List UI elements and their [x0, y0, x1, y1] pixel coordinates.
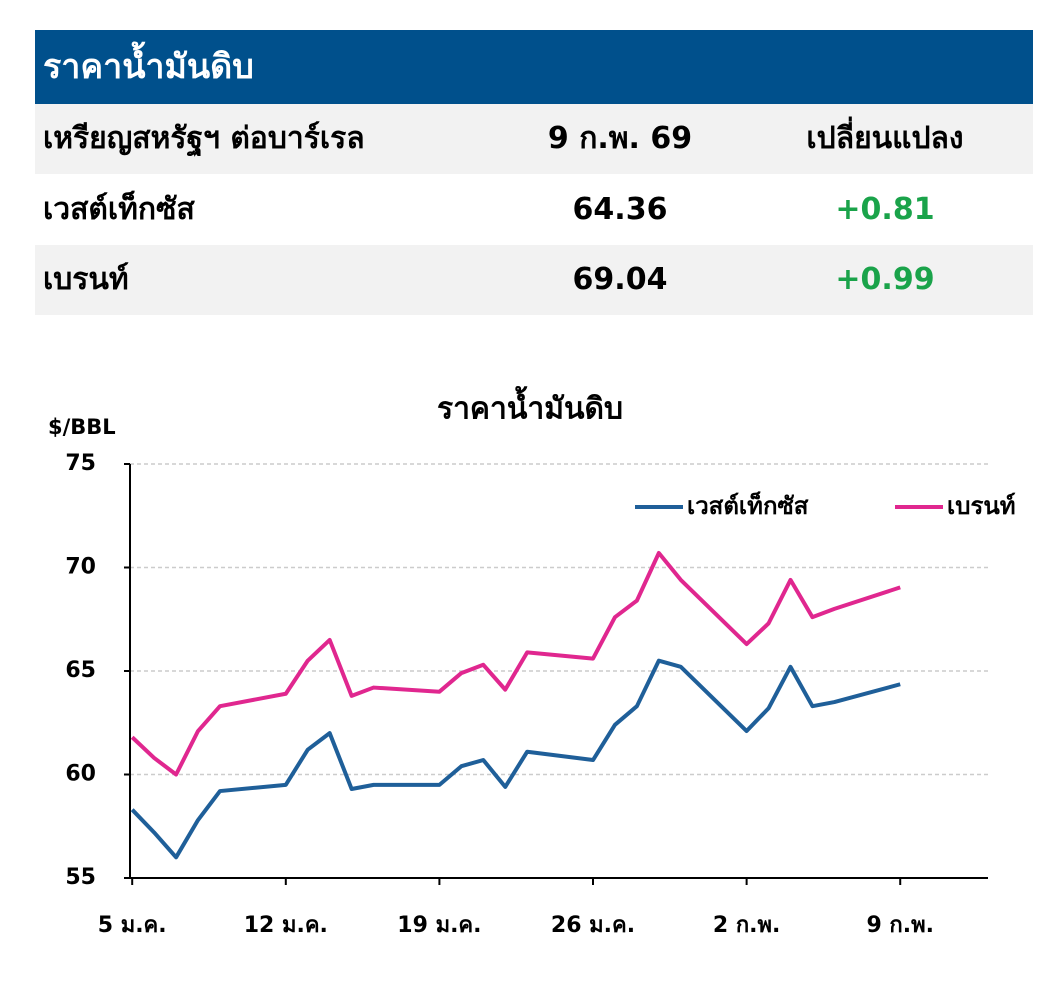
- cell: เวสต์เท็กซัส: [43, 192, 195, 227]
- y-tick-label: 70: [65, 555, 96, 580]
- legend-label: เบรนท์: [947, 492, 1016, 520]
- x-tick-label: 9 ก.พ.: [866, 913, 934, 938]
- table-row: เวสต์เท็กซัส 64.36 +0.81: [35, 175, 1033, 245]
- header-cell: 9 ก.พ. 69: [547, 121, 693, 156]
- chart-title: ราคาน้ำมันดิบ: [437, 386, 623, 427]
- legend-label: เวสต์เท็กซัส: [687, 491, 809, 520]
- y-tick-label: 75: [65, 451, 96, 476]
- y-axis-label: $/BBL: [48, 415, 116, 439]
- y-tick-label: 55: [65, 865, 96, 890]
- table-row: เบรนท์ 69.04 +0.99: [35, 245, 1033, 315]
- cell: เบรนท์: [43, 262, 129, 297]
- header-cell: เหรียญสหรัฐฯ ต่อบาร์เรล: [43, 121, 365, 156]
- x-tick-label: 19 ม.ค.: [397, 913, 481, 938]
- cell: 64.36: [572, 192, 668, 227]
- y-tick-label: 65: [65, 658, 96, 683]
- x-tick-label: 5 ม.ค.: [98, 913, 167, 938]
- cell: +0.99: [835, 262, 935, 297]
- x-tick-label: 26 ม.ค.: [551, 913, 635, 938]
- header-title: ราคาน้ำมันดิบ: [35, 30, 1033, 104]
- line: [130, 551, 901, 777]
- y-tick-label: 60: [65, 762, 96, 787]
- chart: ราคาน้ำมันดิบ $/BBL 55 60 65 70 75 5 ม.ค. 12 ม…: [48, 386, 1016, 939]
- x-tick-label: 12 ม.ค.: [244, 913, 328, 938]
- table-header: เหรียญสหรัฐฯ ต่อบาร์เรล 9 ก.พ. 69 เปลี่ย…: [35, 104, 1033, 174]
- line: [130, 658, 901, 860]
- cell: +0.81: [835, 192, 935, 227]
- x-tick-label: 2 ก.พ.: [713, 913, 781, 938]
- cell: 69.04: [572, 262, 668, 297]
- header-cell: เปลี่ยนแปลง: [806, 121, 964, 156]
